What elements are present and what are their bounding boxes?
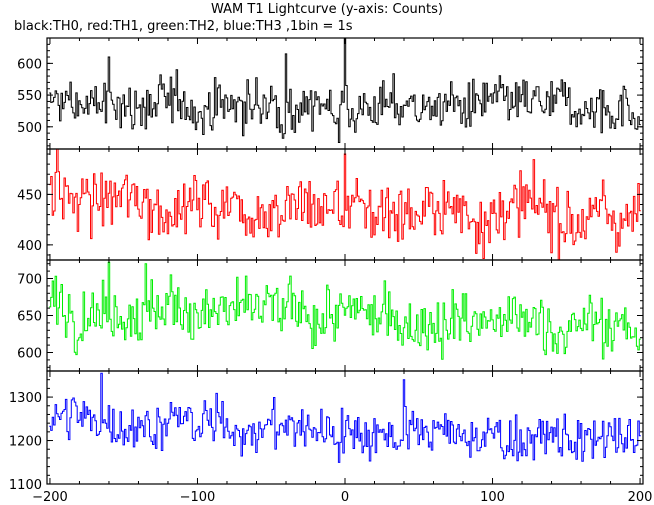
y-tick-label: 650 — [17, 310, 42, 325]
series-line-th2 — [49, 261, 641, 360]
y-tick-label: 1300 — [9, 391, 42, 406]
series-line-th3 — [49, 372, 641, 463]
y-tick-label: 600 — [17, 347, 42, 362]
y-tick-label: 600 — [17, 57, 42, 72]
panel-th1: 400 450 — [17, 148, 644, 261]
series-line-th0 — [49, 38, 641, 143]
x-tick-label: −100 — [180, 490, 216, 505]
panel-th2: 600 650 700 — [17, 259, 644, 372]
y-tick-label: 700 — [17, 273, 42, 288]
y-tick-label: 500 — [17, 121, 42, 136]
panel-th0: 500 550 600 — [17, 37, 644, 150]
series-line-th1 — [49, 149, 641, 260]
y-tick-label: 1200 — [9, 435, 42, 450]
y-tick-label: 400 — [17, 239, 42, 254]
x-tick-label: −200 — [32, 490, 68, 505]
y-tick-label: 550 — [17, 89, 42, 104]
chart-title: WAM T1 Lightcurve (y-axis: Counts) — [211, 2, 443, 17]
x-tick-label: 100 — [480, 490, 505, 505]
x-tick-label: 0 — [341, 490, 349, 505]
y-tick-label: 450 — [17, 188, 42, 203]
panel-th3: 1100 1200 1300 — [9, 370, 644, 493]
y-tick-label: 1100 — [9, 478, 42, 493]
x-tick-label: 200 — [628, 490, 653, 505]
chart-subtitle: black:TH0, red:TH1, green:TH2, blue:TH3 … — [14, 19, 353, 34]
